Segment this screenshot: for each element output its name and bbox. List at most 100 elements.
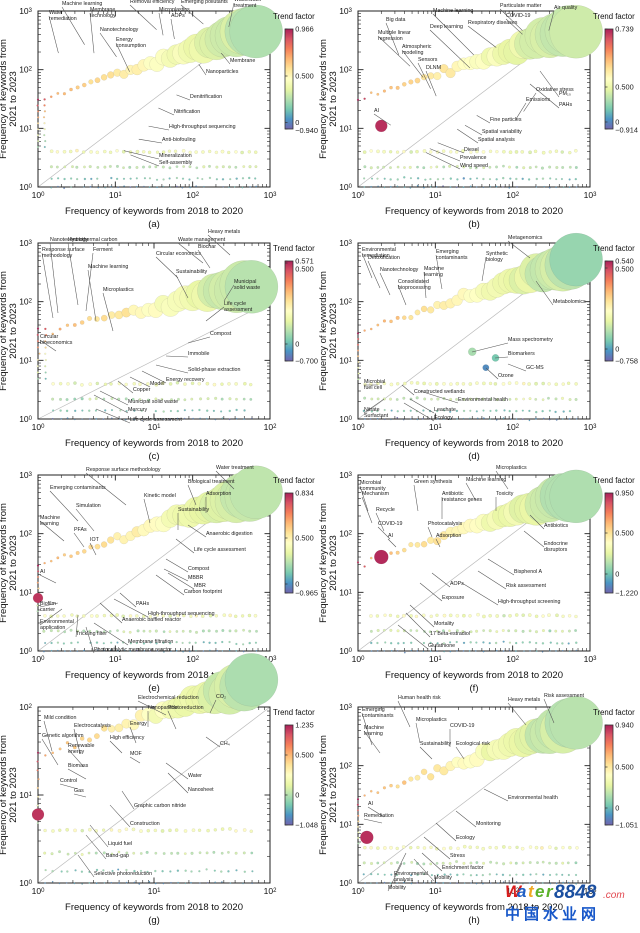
svg-text:Simulation: Simulation	[76, 503, 101, 509]
svg-text:Adsorption: Adsorption	[436, 533, 461, 539]
svg-text:Risk assessment: Risk assessment	[506, 583, 547, 589]
svg-text:101: 101	[19, 587, 32, 597]
svg-text:Biological treatment: Biological treatment	[188, 479, 235, 485]
svg-text:a: a	[517, 882, 526, 901]
svg-text:102: 102	[506, 654, 519, 664]
svg-text:103: 103	[584, 422, 597, 432]
svg-text:COVID-19: COVID-19	[378, 521, 402, 527]
svg-text:Trend factor: Trend factor	[593, 476, 635, 485]
svg-text:Oxidative stress: Oxidative stress	[536, 87, 574, 93]
svg-text:contaminants: contaminants	[362, 713, 394, 719]
svg-text:Energy recovery: Energy recovery	[166, 377, 205, 383]
svg-text:102: 102	[339, 297, 352, 307]
svg-text:solid waste: solid waste	[234, 285, 260, 291]
svg-text:0: 0	[295, 579, 299, 588]
svg-text:Energy: Energy	[130, 721, 147, 727]
svg-text:0.966: 0.966	[295, 24, 314, 33]
svg-text:COVID-19: COVID-19	[506, 13, 530, 19]
svg-text:Water: Water	[188, 773, 202, 779]
svg-text:Genetic algorithm: Genetic algorithm	[42, 733, 84, 739]
svg-text:102: 102	[506, 190, 519, 200]
svg-text:energy: energy	[68, 749, 85, 755]
svg-text:0.950: 0.950	[615, 488, 634, 497]
svg-text:Construction: Construction	[130, 821, 160, 827]
svg-text:Wind speed: Wind speed	[460, 163, 488, 169]
svg-text:High efficiency: High efficiency	[110, 735, 145, 741]
svg-text:Nitrification: Nitrification	[174, 109, 200, 115]
svg-text:Ecological risk: Ecological risk	[456, 741, 490, 747]
svg-text:101: 101	[339, 819, 352, 829]
svg-text:High-throughput screening: High-throughput screening	[498, 599, 560, 605]
svg-text:102: 102	[339, 761, 352, 771]
svg-text:Biomarkers: Biomarkers	[508, 351, 535, 357]
svg-text:Trend factor: Trend factor	[273, 708, 315, 717]
svg-text:technology: technology	[90, 13, 116, 19]
svg-text:100: 100	[352, 190, 365, 200]
svg-text:.com: .com	[603, 890, 625, 901]
svg-text:Leachate: Leachate	[434, 407, 456, 413]
svg-text:1.235: 1.235	[295, 720, 314, 729]
svg-text:Emerging contaminants: Emerging contaminants	[50, 485, 106, 491]
svg-text:Big data: Big data	[386, 17, 405, 23]
svg-text:Ecology: Ecology	[434, 415, 453, 421]
svg-text:102: 102	[186, 654, 199, 664]
svg-text:Denitrification: Denitrification	[190, 94, 222, 100]
svg-text:101: 101	[148, 422, 161, 432]
svg-text:MOF: MOF	[130, 751, 143, 757]
svg-text:Monitoring: Monitoring	[476, 821, 501, 827]
svg-text:modeling: modeling	[402, 50, 424, 56]
svg-text:中国水业网: 中国水业网	[505, 905, 600, 923]
svg-text:Remediation: Remediation	[364, 813, 394, 819]
svg-text:Band-gap: Band-gap	[106, 853, 129, 859]
svg-text:Municipal solid waste: Municipal solid waste	[128, 399, 178, 405]
svg-text:0: 0	[615, 344, 619, 353]
svg-text:0.834: 0.834	[295, 488, 314, 497]
svg-text:t: t	[528, 882, 535, 901]
svg-text:Constructed wetlands: Constructed wetlands	[414, 389, 465, 395]
svg-text:Mobility: Mobility	[434, 875, 452, 881]
svg-text:2021 to 2023: 2021 to 2023	[328, 71, 339, 126]
svg-text:Electrocatalysis: Electrocatalysis	[74, 723, 111, 729]
svg-text:Biomass: Biomass	[68, 763, 89, 769]
svg-text:Microplastics: Microplastics	[416, 717, 447, 723]
svg-text:Prevalence: Prevalence	[460, 155, 487, 161]
svg-text:−0.700: −0.700	[295, 356, 318, 365]
svg-text:carrier: carrier	[40, 607, 55, 613]
svg-text:COVID-19: COVID-19	[450, 723, 474, 729]
svg-text:AI: AI	[374, 108, 379, 114]
svg-text:Trend factor: Trend factor	[273, 12, 315, 21]
svg-text:Kinetic model: Kinetic model	[144, 493, 176, 499]
svg-text:Frequency of keywords from 201: Frequency of keywords from 2018 to 2020	[65, 902, 243, 913]
svg-text:101: 101	[148, 886, 161, 896]
svg-text:101: 101	[19, 790, 32, 800]
svg-text:(b): (b)	[468, 219, 480, 230]
svg-text:0.500: 0.500	[295, 750, 314, 759]
svg-text:103: 103	[19, 6, 32, 16]
svg-text:100: 100	[352, 654, 365, 664]
svg-text:103: 103	[339, 470, 352, 480]
svg-text:Trend factor: Trend factor	[273, 244, 315, 253]
svg-text:IOT: IOT	[90, 537, 100, 543]
svg-text:biology: biology	[486, 257, 503, 263]
svg-text:−1.048: −1.048	[295, 820, 318, 829]
svg-text:102: 102	[19, 297, 32, 307]
svg-text:0.500: 0.500	[615, 82, 634, 91]
svg-text:100: 100	[32, 654, 45, 664]
svg-text:0.500: 0.500	[615, 528, 634, 537]
svg-text:101: 101	[19, 355, 32, 365]
svg-text:Biochar: Biochar	[198, 244, 216, 250]
svg-text:treatment: treatment	[234, 3, 257, 9]
svg-text:Trend factor: Trend factor	[593, 708, 635, 717]
svg-text:Fine particles: Fine particles	[490, 117, 522, 123]
svg-text:(g): (g)	[148, 915, 160, 926]
svg-text:Frequency of keywords from 201: Frequency of keywords from 2018 to 2020	[385, 670, 563, 681]
svg-text:0.500: 0.500	[295, 533, 314, 542]
svg-text:MBR: MBR	[194, 583, 206, 589]
svg-text:−0.914: −0.914	[615, 125, 638, 134]
svg-text:Mineralization: Mineralization	[159, 153, 192, 159]
svg-text:learning: learning	[40, 521, 59, 527]
svg-text:r: r	[546, 882, 554, 901]
svg-text:101: 101	[339, 587, 352, 597]
svg-text:High-throughput sequencing: High-throughput sequencing	[169, 124, 236, 130]
svg-text:102: 102	[19, 529, 32, 539]
